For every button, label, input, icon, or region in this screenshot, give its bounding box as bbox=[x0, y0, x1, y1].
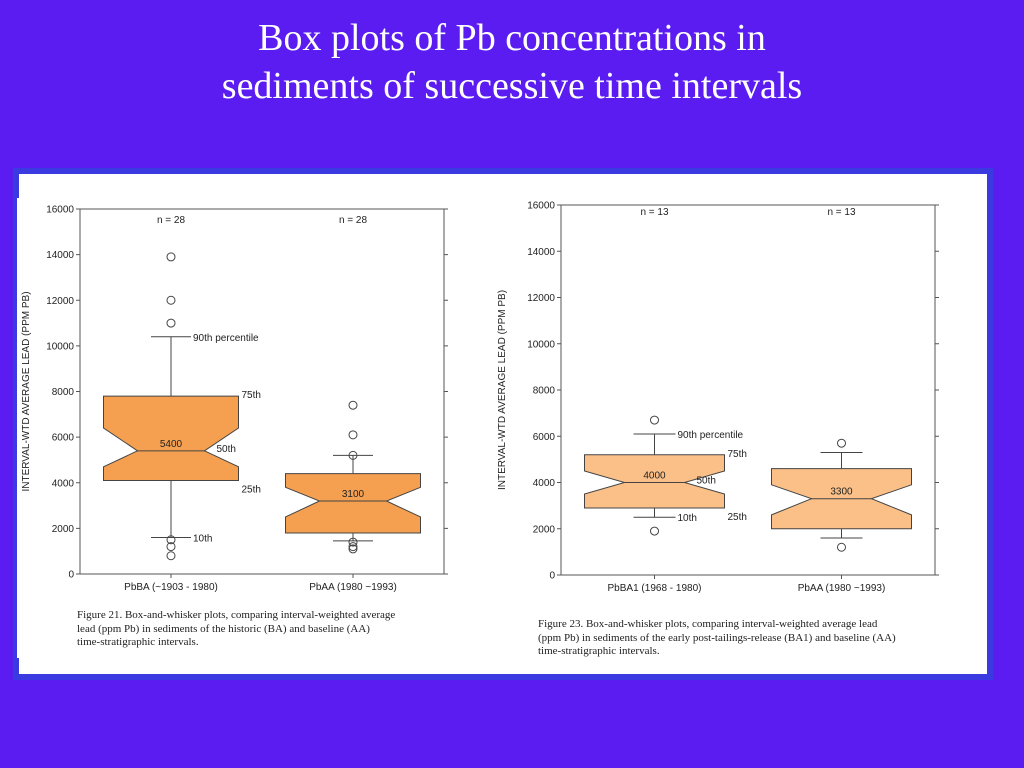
x-tick-label: PbAA (1980 ~1993) bbox=[309, 582, 397, 593]
median-label: 3100 bbox=[342, 489, 365, 500]
panel-edge bbox=[17, 198, 20, 658]
annotation-25th: 25th bbox=[242, 484, 261, 495]
y-axis-label: INTERVAL-WTD AVERAGE LEAD (PPM PB) bbox=[21, 291, 32, 491]
figure-caption-right: Figure 23. Box-and-whisker plots, compar… bbox=[538, 618, 896, 657]
n-label: n = 28 bbox=[339, 215, 368, 226]
y-tick-label: 14000 bbox=[527, 247, 555, 258]
y-tick-label: 16000 bbox=[46, 205, 74, 216]
y-tick-label: 6000 bbox=[533, 432, 556, 443]
y-tick-label: 12000 bbox=[527, 293, 555, 304]
annotation-50th: 50th bbox=[697, 476, 716, 487]
outlier-point bbox=[837, 438, 846, 448]
annotation-90th: 90th percentile bbox=[193, 333, 259, 344]
slide-title-line2: sediments of successive time intervals bbox=[221, 65, 803, 107]
outlier-point bbox=[348, 544, 358, 554]
notched-box bbox=[103, 395, 239, 481]
y-tick-label: 6000 bbox=[52, 433, 75, 444]
slide-title-line1: Box plots of Pb concentrations in bbox=[258, 17, 766, 59]
y-tick-label: 16000 bbox=[527, 201, 555, 212]
x-tick-label: PbBA1 (1968 - 1980) bbox=[608, 583, 702, 594]
n-label: n = 28 bbox=[157, 215, 186, 226]
median-label: 3300 bbox=[830, 487, 853, 498]
outlier-point bbox=[348, 542, 358, 552]
outlier-point bbox=[650, 526, 659, 536]
outlier-point bbox=[348, 430, 358, 440]
notched-box bbox=[584, 454, 725, 509]
outlier-point bbox=[166, 542, 176, 552]
y-tick-label: 0 bbox=[549, 571, 555, 582]
n-label: n = 13 bbox=[640, 207, 669, 218]
outlier-point bbox=[348, 450, 358, 460]
y-tick-label: 8000 bbox=[52, 387, 75, 398]
x-tick-label: PbBA (~1903 - 1980) bbox=[124, 582, 218, 593]
median-label: 4000 bbox=[643, 471, 666, 482]
median-label: 5400 bbox=[160, 439, 183, 450]
outlier-point bbox=[837, 542, 846, 552]
outlier-point bbox=[166, 295, 176, 305]
slide-title: Box plots of Pb concentrations in sedime… bbox=[0, 14, 1024, 110]
y-tick-label: 8000 bbox=[533, 386, 556, 397]
y-tick-label: 12000 bbox=[46, 296, 74, 307]
outlier-point bbox=[348, 400, 358, 410]
annotation-50th: 50th bbox=[217, 444, 236, 455]
y-tick-label: 10000 bbox=[527, 339, 555, 350]
annotation-25th: 25th bbox=[728, 512, 747, 523]
outlier-point bbox=[166, 551, 176, 561]
outlier-point bbox=[348, 537, 358, 547]
annotation-10th: 10th bbox=[193, 534, 212, 545]
y-tick-label: 10000 bbox=[46, 341, 74, 352]
y-tick-label: 2000 bbox=[52, 524, 75, 535]
y-tick-label: 0 bbox=[68, 570, 74, 581]
figure-caption-left: Figure 21. Box-and-whisker plots, compar… bbox=[77, 609, 396, 648]
outlier-point bbox=[166, 252, 176, 262]
y-tick-label: 4000 bbox=[533, 478, 556, 489]
y-tick-label: 4000 bbox=[52, 478, 75, 489]
box-plot-chart-left: 0 2000 4000 6000 8000 10000 12000 14000 16000 INT… bbox=[21, 205, 448, 593]
y-tick-label: 2000 bbox=[533, 524, 556, 535]
annotation-75th: 75th bbox=[242, 390, 261, 401]
y-tick-label: 14000 bbox=[46, 250, 74, 261]
outlier-point bbox=[650, 415, 659, 425]
n-label: n = 13 bbox=[827, 207, 856, 218]
x-tick-label: PbAA (1980 ~1993) bbox=[798, 583, 886, 594]
outlier-point bbox=[166, 535, 176, 545]
annotation-10th: 10th bbox=[678, 513, 697, 524]
notched-box bbox=[285, 473, 421, 534]
box-plot-chart-right: 0 2000 4000 6000 8000 10000 12000 14000 16000 INT… bbox=[497, 201, 939, 594]
annotation-75th: 75th bbox=[728, 449, 747, 460]
annotation-90th: 90th percentile bbox=[678, 430, 744, 441]
outlier-point bbox=[166, 318, 176, 328]
y-axis-label: INTERVAL-WTD AVERAGE LEAD (PPM PB) bbox=[497, 290, 508, 490]
